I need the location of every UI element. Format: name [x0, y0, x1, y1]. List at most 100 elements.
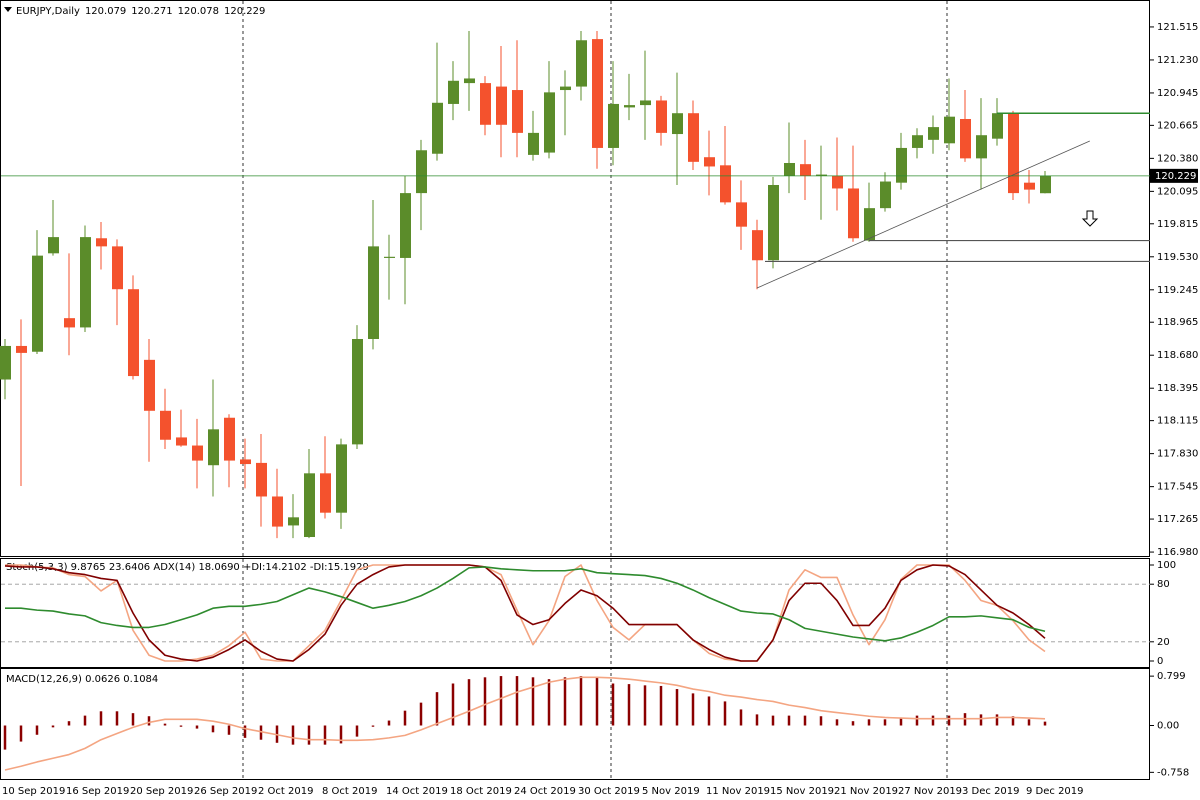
- y-tick-label: 120.095: [1157, 186, 1198, 197]
- candle-body: [880, 181, 891, 209]
- candle-body: [432, 102, 443, 154]
- candle-body: [1024, 182, 1035, 190]
- candle-body: [384, 256, 395, 258]
- y-tick-label: 118.680: [1157, 350, 1198, 361]
- panel-title: Stoch(5,3,3) 9.8765 23.6406 ADX(14) 18.0…: [6, 562, 369, 573]
- candle-body: [48, 237, 59, 254]
- candle-body: [112, 246, 123, 290]
- indicator-line: [5, 564, 1046, 662]
- candle-body: [128, 289, 139, 377]
- candle-body: [240, 459, 251, 465]
- candle-body: [784, 162, 795, 176]
- candle-body: [208, 429, 219, 466]
- y-tick-label: 0.00: [1157, 721, 1179, 732]
- candle-body: [80, 237, 91, 328]
- candle-body: [928, 127, 939, 140]
- x-tick-label: 10 Sep 2019: [2, 786, 65, 797]
- candle-body: [800, 164, 811, 176]
- candle-body: [768, 184, 779, 261]
- y-tick-label: 120.380: [1157, 153, 1198, 164]
- x-tick-label: 27 Nov 2019: [898, 786, 962, 797]
- candle-body: [32, 255, 43, 352]
- panel-header: MACD(12,26,9) 0.0626 0.1084: [6, 674, 158, 685]
- candle-body: [304, 473, 315, 538]
- y-tick-label: -0.758: [1157, 767, 1189, 778]
- panel-title: MACD(12,26,9) 0.0626 0.1084: [6, 674, 158, 685]
- y-tick-label: 117.830: [1157, 449, 1198, 460]
- x-tick-label: 5 Nov 2019: [642, 786, 700, 797]
- candle-body: [336, 444, 347, 513]
- candle-body: [816, 174, 827, 176]
- y-tick-label: 121.230: [1157, 55, 1198, 66]
- candle-body: [832, 175, 843, 189]
- x-tick-label: 3 Dec 2019: [962, 786, 1020, 797]
- candle-body: [448, 80, 459, 104]
- current-price-box: [1150, 168, 1198, 183]
- y-tick-label: 121.515: [1157, 22, 1198, 33]
- candle-body: [416, 150, 427, 194]
- candle-body: [624, 105, 635, 108]
- panel-header: EURJPY,Daily 120.079 120.271 120.078 120.229: [16, 6, 265, 17]
- x-tick-label: 15 Nov 2019: [770, 786, 834, 797]
- candle-body: [656, 100, 667, 133]
- candle-body: [672, 113, 683, 135]
- x-tick-label: 24 Oct 2019: [514, 786, 576, 797]
- candle-body: [912, 135, 923, 148]
- candle-body: [320, 473, 331, 513]
- candle-body: [96, 238, 107, 247]
- x-tick-label: 18 Oct 2019: [450, 786, 512, 797]
- candle-body: [400, 193, 411, 258]
- y-tick-label: 119.245: [1157, 285, 1198, 296]
- candle-body: [256, 462, 267, 497]
- candle-body: [576, 40, 587, 87]
- candle-body: [608, 103, 619, 148]
- candle-body: [352, 339, 363, 445]
- candle-body: [288, 517, 299, 526]
- candle-body: [544, 92, 555, 153]
- candle-body: [224, 417, 235, 461]
- y-tick-label: 119.530: [1157, 252, 1198, 263]
- candle-body: [848, 188, 859, 239]
- panel-frames: [0, 0, 1150, 780]
- panel-header: Stoch(5,3,3) 9.8765 23.6406 ADX(14) 18.0…: [6, 562, 369, 573]
- candle-body: [640, 100, 651, 106]
- ohlc-value: 120.079: [85, 6, 126, 17]
- current-price-label: 120.229: [1155, 171, 1196, 182]
- y-tick-label: 0.799: [1157, 671, 1186, 682]
- candle-body: [560, 86, 571, 91]
- x-tick-label: 14 Oct 2019: [386, 786, 448, 797]
- candle-body: [0, 345, 11, 380]
- x-tick-label: 26 Sep 2019: [194, 786, 257, 797]
- candle-body: [176, 437, 187, 446]
- y-tick-label: 119.815: [1157, 219, 1198, 230]
- x-tick-label: 30 Oct 2019: [578, 786, 640, 797]
- candle-body: [864, 208, 875, 241]
- candle-body: [992, 113, 1003, 139]
- indicator-line: [4, 676, 1046, 771]
- ohlc-value: 120.078: [178, 6, 219, 17]
- x-tick-label: 9 Dec 2019: [1026, 786, 1084, 797]
- x-tick-label: 20 Sep 2019: [130, 786, 193, 797]
- candle-body: [1008, 113, 1019, 194]
- candle-body: [16, 345, 27, 353]
- candle-body: [688, 113, 699, 162]
- x-tick-label: 16 Sep 2019: [66, 786, 129, 797]
- candle-body: [976, 135, 987, 159]
- y-tick-label: 120.945: [1157, 88, 1198, 99]
- y-tick-label: 118.395: [1157, 383, 1198, 394]
- candle-body: [192, 445, 203, 461]
- candle-body: [720, 165, 731, 203]
- y-tick-label: 118.965: [1157, 317, 1198, 328]
- price-panel: [0, 0, 1150, 557]
- x-tick-label: 2 Oct 2019: [258, 786, 313, 797]
- candle-body: [160, 410, 171, 440]
- candle-body: [464, 78, 475, 84]
- trendline: [756, 140, 1090, 289]
- collapse-icon: [4, 7, 12, 12]
- candle-body: [272, 496, 283, 527]
- x-tick-label: 11 Nov 2019: [706, 786, 770, 797]
- indicator-line: [5, 566, 1046, 642]
- candle-body: [480, 83, 491, 125]
- down-arrow: [1081, 210, 1099, 227]
